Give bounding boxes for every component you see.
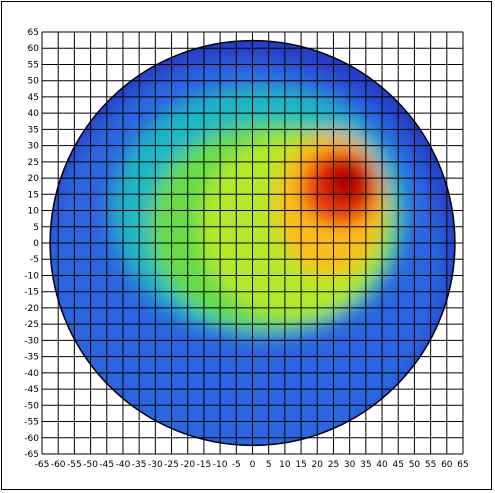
wafer-boundary: [49, 39, 456, 447]
y-tick-label: -10: [24, 271, 39, 281]
x-tick-label: 0: [250, 460, 256, 470]
y-axis-ticks: 65605550454035302520151050-5-10-15-20-25…: [24, 28, 39, 460]
x-tick-label: -35: [132, 460, 147, 470]
x-tick-label: 60: [441, 460, 453, 470]
y-tick-label: 5: [33, 223, 39, 233]
x-tick-label: -25: [164, 460, 179, 470]
x-tick-label: 10: [279, 460, 291, 470]
y-tick-label: -40: [24, 369, 39, 379]
x-axis-ticks: -65 -60 -55 -50 -45 -40 -35 -30 -25 -20 -15 -10 -5 0 5…: [35, 460, 469, 470]
y-tick-label: -60: [24, 434, 39, 444]
y-tick-label: 45: [28, 93, 39, 103]
x-tick-label: -15: [197, 460, 212, 470]
y-tick-label: 15: [28, 190, 39, 200]
x-tick-label: -40: [116, 460, 131, 470]
x-tick-label: -50: [83, 460, 98, 470]
y-tick-label: 50: [28, 77, 40, 87]
y-tick-label: -55: [24, 418, 39, 428]
y-tick-label: -20: [24, 304, 39, 314]
x-tick-label: 40: [376, 460, 388, 470]
y-tick-label: 0: [33, 239, 39, 249]
x-tick-label: 30: [344, 460, 356, 470]
heat-region-6: [323, 158, 370, 205]
x-tick-label: -20: [180, 460, 195, 470]
x-tick-label: -65: [35, 460, 50, 470]
y-tick-label: 25: [28, 158, 39, 168]
y-tick-label: 55: [28, 60, 39, 70]
x-tick-label: -10: [213, 460, 228, 470]
x-tick-label: 5: [266, 460, 272, 470]
x-tick-label: -55: [67, 460, 82, 470]
y-tick-label: -15: [24, 288, 39, 298]
x-tick-label: 55: [425, 460, 436, 470]
x-tick-label: -45: [99, 460, 114, 470]
x-tick-label: 35: [360, 460, 371, 470]
y-tick-label: 10: [28, 207, 40, 217]
x-tick-label: -60: [51, 460, 66, 470]
y-tick-label: 40: [28, 109, 40, 119]
y-tick-label: -25: [24, 320, 39, 330]
x-tick-label: -5: [232, 460, 241, 470]
y-tick-label: -50: [24, 401, 39, 411]
y-tick-label: 60: [28, 44, 40, 54]
x-tick-label: 20: [312, 460, 324, 470]
grid-lines: [41, 31, 464, 455]
y-tick-label: -45: [24, 385, 39, 395]
x-tick-label: 50: [409, 460, 421, 470]
y-tick-label: 30: [28, 142, 40, 152]
y-tick-label: -30: [24, 336, 39, 346]
x-tick-label: 25: [328, 460, 339, 470]
y-tick-label: 65: [28, 28, 39, 38]
y-tick-label: -5: [30, 255, 39, 265]
x-tick-label: -30: [148, 460, 163, 470]
y-tick-label: -35: [24, 353, 39, 363]
x-tick-label: 15: [295, 460, 306, 470]
x-tick-label: 45: [393, 460, 404, 470]
x-tick-label: 65: [457, 460, 468, 470]
y-tick-label: 20: [28, 174, 40, 184]
y-tick-label: 35: [28, 125, 39, 135]
y-tick-label: -65: [24, 450, 39, 460]
